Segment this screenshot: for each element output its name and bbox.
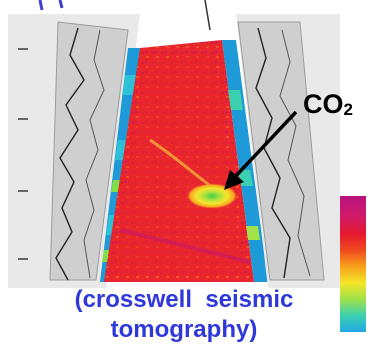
survey-line <box>204 0 211 31</box>
tomogram-shade <box>112 54 244 274</box>
caption-line-1: (crosswell seismic <box>74 286 294 313</box>
top-margin <box>0 0 368 14</box>
tomogram-lower-band <box>119 228 251 264</box>
caption-line-2: tomography) <box>110 316 258 343</box>
arrow-icon <box>230 110 298 182</box>
left-log-track <box>49 21 129 281</box>
left-log-curve-2 <box>83 29 105 279</box>
arrowhead-icon <box>224 170 244 190</box>
right-log-track <box>237 21 325 281</box>
left-depth-ticks <box>18 48 28 260</box>
co2-label: CO2 <box>303 89 353 119</box>
right-stripe-green <box>246 226 260 240</box>
left-log-curve <box>55 27 85 281</box>
colorbar <box>340 196 366 332</box>
right-log-curve-2 <box>279 29 311 277</box>
title-fragment <box>38 0 64 11</box>
